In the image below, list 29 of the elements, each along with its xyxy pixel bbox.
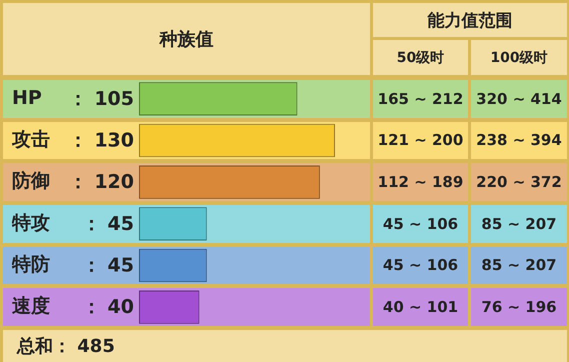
data-label: ： 130 xyxy=(68,129,134,152)
text: 320 ~ 414 xyxy=(471,80,567,118)
data-label: ： 120 xyxy=(68,171,134,194)
data-label: ： 40 xyxy=(82,296,134,318)
text: 40 ~ 101 xyxy=(373,288,468,326)
text: 165 ~ 212 xyxy=(373,80,468,118)
text: 76 ~ 196 xyxy=(471,288,567,326)
chart-title: 种族值 xyxy=(3,3,370,75)
y-tick-label: 防御 xyxy=(12,170,50,192)
text: 45 ~ 106 xyxy=(373,205,468,243)
text: 100级时 xyxy=(471,40,567,75)
text: 45 ~ 106 xyxy=(373,246,468,284)
y-tick-label: 攻击 xyxy=(11,128,50,150)
text: 能力值范围 xyxy=(373,3,567,37)
text: 238 ~ 394 xyxy=(471,122,567,160)
text: 85 ~ 207 xyxy=(471,246,567,284)
data-label: ： 45 xyxy=(82,254,134,276)
data-label: ： 105 xyxy=(68,88,134,110)
text: 总和： 485 xyxy=(3,330,567,362)
y-tick-label: 特防 xyxy=(11,253,50,276)
text: 121 ~ 200 xyxy=(373,122,468,160)
y-tick-label: 速度 xyxy=(12,295,50,318)
data-label: ： 45 xyxy=(82,212,134,235)
y-tick-label: HP xyxy=(12,86,42,109)
y-tick-label: 特攻 xyxy=(11,212,50,234)
text: 220 ~ 372 xyxy=(471,163,567,201)
text: 50级时 xyxy=(373,40,468,75)
text: 85 ~ 207 xyxy=(471,205,567,243)
text: 112 ~ 189 xyxy=(373,163,468,201)
